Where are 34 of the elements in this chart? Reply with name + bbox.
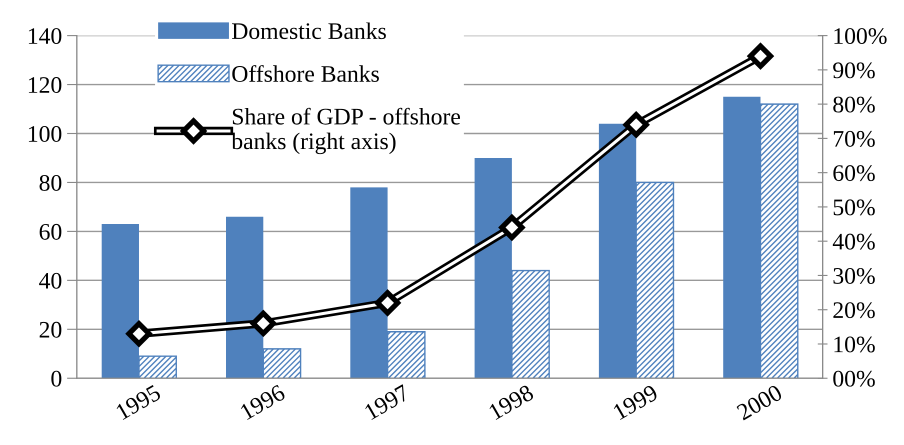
point [624,112,648,137]
x-tick-label: 1998 [488,384,535,420]
legend-label: Share of GDP - offshore banks (right axis) [231,108,460,154]
y-tick-label: 20 [40,322,62,338]
y2-tick-label: 50% [834,199,875,216]
y2-tick-label: 90% [833,62,875,78]
y-tick-label: 40 [39,272,62,289]
y2-tick-label: 60% [833,165,875,182]
x-tick-label: 2000 [736,384,784,421]
y2-tick-label: 10% [834,336,875,352]
x-tick-label: 1999 [612,384,659,420]
y-tick-label: 100 [28,126,62,142]
y2-tick-label: 70% [834,130,875,147]
x-tick-label: 1995 [115,384,162,420]
y2-tick-label: 80% [833,96,875,113]
y2-tick-label: 100% [834,28,887,44]
y-tick-label: 140 [28,28,62,44]
y-tick-label: 60 [40,224,62,240]
point [500,215,524,240]
y2-tick-label: 00% [833,370,875,387]
point [126,322,152,346]
y-tick-label: 0 [51,370,62,387]
legend-label: Offshore Banks [232,65,379,82]
y-tick-label: 80 [40,174,62,191]
x-tick-label: 1997 [364,384,410,420]
point [376,290,400,315]
x-tick-label: 1996 [240,384,286,420]
legend-label: Domestic Banks [232,22,386,40]
point [748,44,773,68]
y2-tick-label: 40% [832,234,875,250]
y2-tick-label: 30% [833,268,875,284]
y-tick-label: 120 [28,77,62,93]
y2-tick-label: 20% [833,302,875,318]
point [251,311,276,336]
